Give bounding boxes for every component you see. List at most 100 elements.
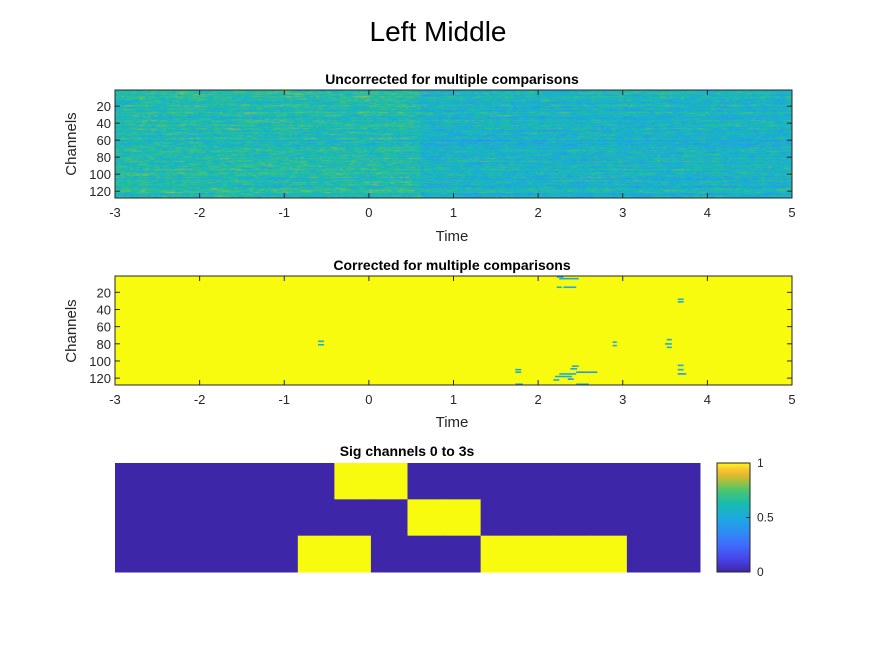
matrix-cell (590, 463, 628, 500)
matrix-cell (261, 463, 299, 500)
sig-mark (318, 343, 325, 346)
matrix-cell (115, 535, 153, 573)
y-tick-label: 100 (89, 167, 111, 182)
matrix-cell (115, 463, 153, 500)
y-tick-label: 40 (97, 302, 111, 317)
sig-mark (555, 375, 572, 378)
sig-mark (665, 343, 672, 345)
panel-2-y-label: Channels (63, 299, 80, 362)
matrix-cell (480, 535, 518, 573)
matrix-cell (626, 535, 664, 573)
panel-1-x-ticks: -3 -2 -1 0 1 2 3 4 5 (109, 90, 796, 220)
y-tick-label: 20 (97, 285, 111, 300)
matrix-cell (297, 463, 335, 500)
y-tick-label: 80 (97, 150, 111, 165)
y-tick-label: 60 (97, 133, 111, 148)
sig-mark (677, 298, 684, 301)
sig-mark (556, 286, 562, 289)
matrix-cell (334, 499, 372, 537)
x-tick-label: 1 (450, 392, 457, 407)
x-tick-label: -3 (109, 392, 121, 407)
colorbar-tick-label: 0.5 (757, 511, 774, 525)
panel-1-y-ticks: 20 40 60 80 100 120 (89, 99, 792, 199)
matrix-cell (334, 463, 372, 500)
matrix-cell (407, 535, 445, 573)
sig-mark (576, 371, 598, 374)
matrix-cell (553, 535, 591, 573)
matrix-cell (151, 463, 189, 500)
matrix-cell (590, 499, 628, 537)
matrix-cell (407, 463, 445, 500)
sig-mark (576, 383, 589, 386)
x-tick-label: 4 (704, 392, 711, 407)
matrix-cell (553, 499, 591, 537)
sig-mark (559, 277, 579, 280)
panel-1-y-label: Channels (63, 112, 80, 175)
x-tick-label: -2 (194, 205, 206, 220)
sig-mark (515, 368, 522, 371)
matrix-cell (151, 535, 189, 573)
panel-1-title: Uncorrected for multiple comparisons (325, 71, 579, 87)
sig-mark (318, 340, 325, 343)
y-tick-label: 120 (89, 184, 111, 199)
matrix-cell (407, 499, 445, 537)
matrix-cell (444, 535, 482, 573)
matrix-cell (444, 499, 482, 537)
x-tick-label: 5 (788, 205, 795, 220)
matrix-cell (370, 463, 408, 500)
matrix-cell (224, 499, 262, 537)
sig-mark (567, 378, 574, 380)
sig-mark (612, 341, 617, 343)
y-tick-label: 120 (89, 371, 111, 386)
matrix-cell (517, 499, 555, 537)
x-tick-label: -1 (278, 392, 290, 407)
x-tick-label: -2 (194, 392, 206, 407)
matrix-cell (553, 463, 591, 500)
sig-mark (556, 276, 564, 278)
colorbar-tick-label: 1 (757, 456, 764, 470)
matrix-cell (115, 499, 153, 537)
matrix-cell (188, 463, 226, 500)
heatmap-uncorrected-cells (115, 90, 792, 198)
matrix-cell (480, 463, 518, 500)
matrix-cell (480, 499, 518, 537)
x-tick-label: 0 (365, 205, 372, 220)
panel-corrected: Corrected for multiple comparisons -3 -2-… (63, 257, 796, 431)
y-tick-label: 60 (97, 320, 111, 335)
figure-title: Left Middle (370, 16, 507, 47)
heatmap-corrected-background (115, 276, 792, 385)
x-tick-label: 2 (535, 205, 542, 220)
colorbar-ticks: 00.51 (746, 456, 774, 579)
panel-2-y-ticks: 20 40 60 80 100 120 (89, 285, 792, 386)
matrix-cell (370, 499, 408, 537)
x-tick-label: 3 (619, 205, 626, 220)
matrix-cell (261, 499, 299, 537)
sig-mark (515, 383, 523, 386)
x-tick-label: 0 (365, 392, 372, 407)
matrix-cell (663, 499, 701, 537)
matrix-cell (261, 535, 299, 573)
sig-mark (563, 286, 577, 289)
sig-mark (666, 346, 672, 349)
sig-mark (677, 373, 687, 375)
panel-2-x-ticks: -3 -2 -1 0 1 2 3 4 5 (109, 276, 796, 407)
sig-mark (677, 368, 684, 371)
x-tick-label: 3 (619, 392, 626, 407)
matrix-cell (517, 463, 555, 500)
matrix-cell (297, 499, 335, 537)
sig-mark (666, 338, 672, 341)
y-tick-label: 40 (97, 116, 111, 131)
x-tick-label: 2 (535, 392, 542, 407)
y-tick-label: 20 (97, 99, 111, 114)
panel-3-title: Sig channels 0 to 3s (340, 443, 475, 459)
matrix-cell (590, 535, 628, 573)
sig-mark (677, 364, 684, 367)
matrix-cell (663, 535, 701, 573)
sig-mark (612, 344, 617, 347)
colorbar-tick-label: 0 (757, 565, 764, 579)
x-tick-label: -3 (109, 205, 121, 220)
sig-mark (570, 367, 578, 370)
x-tick-label: 1 (450, 205, 457, 220)
x-tick-label: 4 (704, 205, 711, 220)
